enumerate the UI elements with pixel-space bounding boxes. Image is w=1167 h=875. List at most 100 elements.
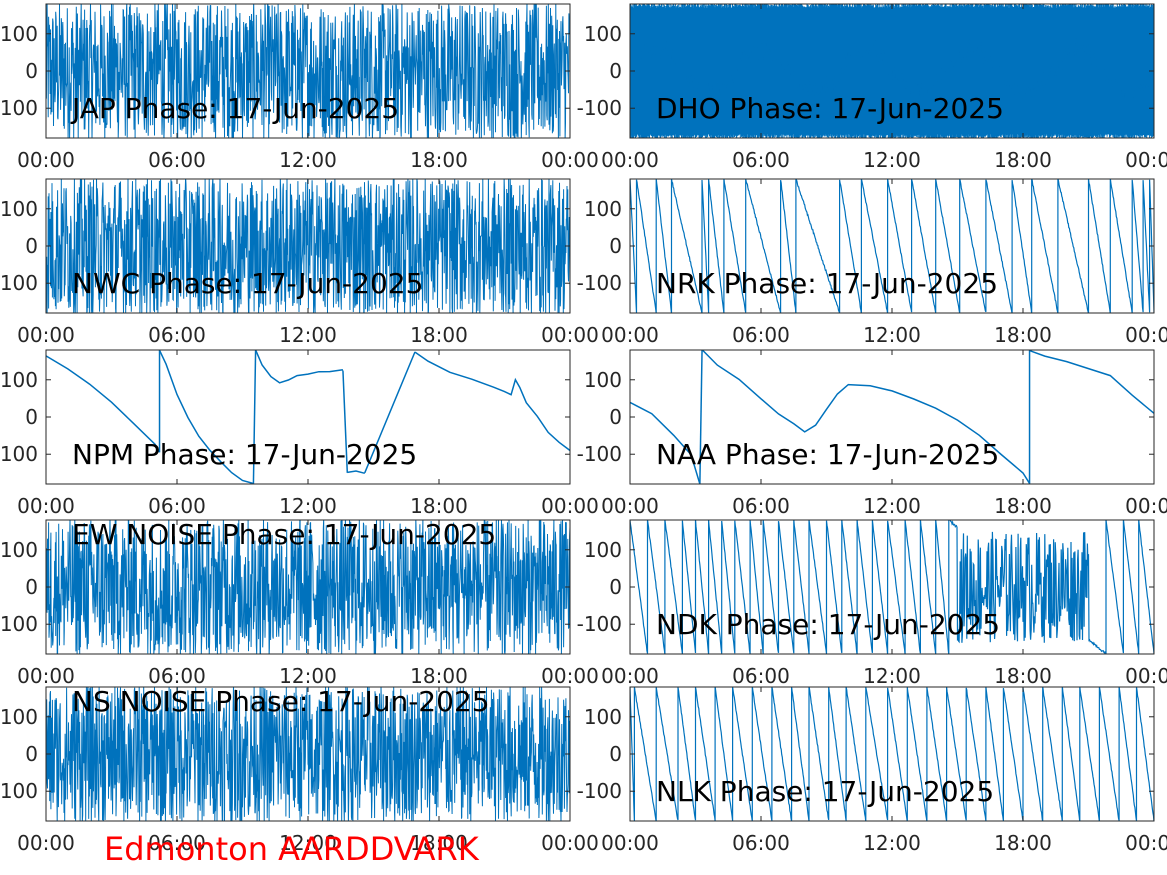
series-group [630, 350, 1154, 484]
y-tick-label: 0 [609, 405, 622, 429]
y-tick-label: 0 [609, 59, 622, 83]
x-tick-label: 00:00 [601, 494, 659, 518]
series-line [630, 179, 1154, 313]
x-tick-label: 18:00 [994, 664, 1052, 688]
x-tick-label: 18:00 [410, 494, 468, 518]
phase-panel: 100 0 -100 00:00 06:00 12:00 18:00 00:00 NS NOIS… [0, 685, 599, 855]
x-tick-label: 00:00 [1125, 664, 1167, 688]
x-tick-label: 00:00 [1125, 831, 1167, 855]
series-segment [1029, 350, 1154, 414]
y-tick-label: 0 [609, 575, 622, 599]
y-tick-label: -100 [577, 442, 622, 466]
x-tick-label: 00:00 [541, 148, 599, 172]
x-tick-label: 18:00 [994, 148, 1052, 172]
x-tick-label: 06:00 [148, 323, 206, 347]
x-tick-label: 18:00 [410, 664, 468, 688]
x-tick-label: 00:00 [601, 323, 659, 347]
series-group [630, 4, 1154, 138]
panel-title: NAA Phase: 17-Jun-2025 [656, 438, 999, 471]
y-tick-label: 0 [25, 575, 38, 599]
panel-title: NWC Phase: 17-Jun-2025 [72, 267, 423, 300]
panel-title: NPM Phase: 17-Jun-2025 [72, 438, 417, 471]
y-tick-label: 0 [25, 234, 38, 258]
x-tick-label: 06:00 [732, 494, 790, 518]
x-tick-label: 12:00 [863, 323, 921, 347]
y-tick-label: -100 [0, 612, 38, 636]
y-tick-label: 100 [0, 705, 38, 729]
x-tick-label: 00:00 [601, 148, 659, 172]
phase-panel: 100 0 -100 00:00 06:00 12:00 18:00 00:00 DHO Pha… [577, 3, 1167, 172]
series-segment [701, 350, 1031, 484]
panel-grid: 100 0 -100 00:00 06:00 12:00 18:00 00:00 JAP Pha… [0, 3, 1167, 855]
x-tick-label: 00:00 [17, 664, 75, 688]
series-segment [158, 350, 254, 484]
x-tick-label: 00:00 [17, 323, 75, 347]
x-tick-label: 12:00 [279, 323, 337, 347]
x-tick-label: 00:00 [601, 831, 659, 855]
phase-panel: 100 0 -100 00:00 06:00 12:00 18:00 00:00 EW NOIS… [0, 518, 599, 688]
series-group [46, 350, 570, 484]
x-tick-label: 00:00 [1125, 323, 1167, 347]
x-tick-label: 00:00 [601, 664, 659, 688]
phase-panel: 100 0 -100 00:00 06:00 12:00 18:00 00:00 NAA Pha… [577, 349, 1167, 518]
panel-title: DHO Phase: 17-Jun-2025 [656, 92, 1004, 125]
y-tick-label: -100 [0, 442, 38, 466]
series-segment [254, 350, 344, 384]
series-group [46, 520, 570, 654]
series-line [46, 687, 570, 821]
x-tick-label: 06:00 [148, 831, 206, 855]
x-tick-label: 12:00 [863, 831, 921, 855]
y-tick-label: 100 [0, 368, 38, 392]
y-tick-label: 0 [609, 742, 622, 766]
x-tick-label: 00:00 [1125, 494, 1167, 518]
x-tick-label: 06:00 [148, 664, 206, 688]
wrap-line [364, 351, 416, 474]
series-line [46, 4, 570, 138]
x-tick-label: 12:00 [279, 148, 337, 172]
y-tick-label: 100 [0, 538, 38, 562]
x-tick-label: 00:00 [1125, 148, 1167, 172]
panel-title: NRK Phase: 17-Jun-2025 [656, 267, 998, 300]
x-tick-label: 06:00 [732, 831, 790, 855]
x-tick-label: 00:00 [541, 664, 599, 688]
x-tick-label: 00:00 [541, 494, 599, 518]
x-tick-label: 18:00 [410, 148, 468, 172]
panel-title: JAP Phase: 17-Jun-2025 [70, 92, 399, 125]
x-tick-label: 12:00 [279, 494, 337, 518]
y-tick-label: -100 [577, 96, 622, 120]
y-tick-label: 100 [0, 22, 38, 46]
y-tick-label: 100 [584, 197, 622, 221]
phase-panel: 100 0 -100 00:00 06:00 12:00 18:00 00:00 NWC Pha… [0, 178, 599, 347]
y-tick-label: 0 [25, 742, 38, 766]
x-tick-label: 06:00 [148, 494, 206, 518]
x-tick-label: 18:00 [994, 494, 1052, 518]
x-tick-label: 00:00 [541, 831, 599, 855]
phase-panel: 100 0 -100 00:00 06:00 12:00 18:00 00:00 NLK Pha… [577, 686, 1167, 855]
x-tick-label: 18:00 [410, 831, 468, 855]
series-line [630, 4, 1154, 138]
panel-title: EW NOISE Phase: 17-Jun-2025 [72, 518, 496, 551]
panel-title: NS NOISE Phase: 17-Jun-2025 [72, 685, 490, 718]
series-segment [630, 401, 701, 484]
wrap-line [699, 350, 703, 484]
series-group [46, 4, 570, 138]
series-group [630, 520, 1154, 654]
x-tick-label: 00:00 [541, 323, 599, 347]
x-tick-label: 06:00 [732, 664, 790, 688]
series-line [630, 520, 1154, 654]
x-tick-label: 12:00 [863, 494, 921, 518]
footer-label: Edmonton AARDDVARK [104, 830, 480, 868]
y-tick-label: 0 [25, 59, 38, 83]
x-tick-label: 00:00 [17, 148, 75, 172]
y-tick-label: -100 [0, 779, 38, 803]
phase-panel: 100 0 -100 00:00 06:00 12:00 18:00 00:00 JAP Pha… [0, 3, 599, 172]
y-tick-label: 100 [584, 705, 622, 729]
x-tick-label: 18:00 [410, 323, 468, 347]
y-tick-label: -100 [577, 779, 622, 803]
y-tick-label: -100 [0, 271, 38, 295]
y-tick-label: 100 [584, 22, 622, 46]
y-tick-label: 0 [25, 405, 38, 429]
y-tick-label: 100 [584, 538, 622, 562]
panel-title: NLK Phase: 17-Jun-2025 [656, 775, 994, 808]
